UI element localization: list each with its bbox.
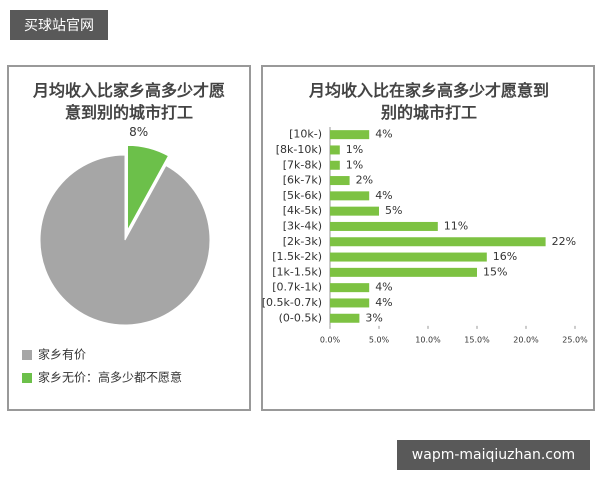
bar: [330, 130, 370, 140]
y-tick-label: [10k-): [289, 128, 322, 141]
data-label: 1%: [346, 143, 363, 156]
watermark: 买球站官网: [10, 10, 108, 40]
y-tick-label: (0-0.5k): [279, 311, 322, 324]
bar: [330, 313, 360, 323]
data-label: 5%: [385, 204, 402, 217]
data-label: 11%: [444, 219, 468, 232]
y-tick-label: [7k-8k): [283, 158, 322, 171]
y-tick-label: [0.5k-0.7k): [262, 296, 322, 309]
y-tick-label: [6k-7k): [283, 174, 322, 187]
data-label: 22%: [552, 235, 576, 248]
pie-slice: [39, 154, 211, 326]
data-label: 8%: [129, 125, 148, 139]
y-tick-label: [1.5k-2k): [272, 250, 322, 263]
bar: [330, 176, 350, 186]
y-tick-label: [4k-5k): [283, 204, 322, 217]
data-label: 4%: [375, 281, 392, 294]
x-tick-label: 25.0%: [562, 335, 588, 344]
bar: [330, 221, 438, 231]
legend-swatch: [22, 373, 32, 383]
y-tick-label: [3k-4k): [283, 219, 322, 232]
data-label: 4%: [375, 189, 392, 202]
data-label: 2%: [356, 174, 373, 187]
pie-title: 月均收入比家乡高多少才愿意到别的城市打工: [32, 81, 225, 122]
x-tick-label: 15.0%: [464, 335, 490, 344]
y-tick-label: [5k-6k): [283, 189, 322, 202]
y-tick-label: [0.7k-1k): [272, 281, 322, 294]
watermark: wapm-maiqiuzhan.com: [397, 440, 590, 470]
bar: [330, 206, 379, 216]
data-label: 3%: [365, 311, 382, 324]
legend-label: 家乡有价: [38, 347, 86, 362]
y-tick-label: [2k-3k): [283, 235, 322, 248]
bar: [330, 145, 340, 155]
y-tick-label: [8k-10k): [276, 143, 322, 156]
legend-swatch: [22, 350, 32, 360]
bar: [330, 191, 370, 201]
bar: [330, 298, 370, 308]
data-label: 4%: [375, 128, 392, 141]
bar: [330, 267, 477, 277]
data-label: 16%: [493, 250, 517, 263]
bar: [330, 252, 487, 262]
x-tick-label: 20.0%: [513, 335, 539, 344]
data-label: 4%: [375, 296, 392, 309]
bar: [330, 283, 370, 293]
legend-label: 家乡无价：高多少都不愿意: [38, 370, 182, 385]
pie-slice: [126, 144, 170, 231]
bar: [330, 237, 546, 247]
bar: [330, 160, 340, 170]
data-label: 15%: [483, 265, 507, 278]
bar-title: 月均收入比在家乡高多少才愿意到别的城市打工: [308, 81, 549, 122]
y-tick-label: [1k-1.5k): [272, 265, 322, 278]
x-tick-label: 0.0%: [320, 335, 341, 344]
data-label: 1%: [346, 158, 363, 171]
x-tick-label: 5.0%: [369, 335, 390, 344]
x-tick-label: 10.0%: [415, 335, 441, 344]
